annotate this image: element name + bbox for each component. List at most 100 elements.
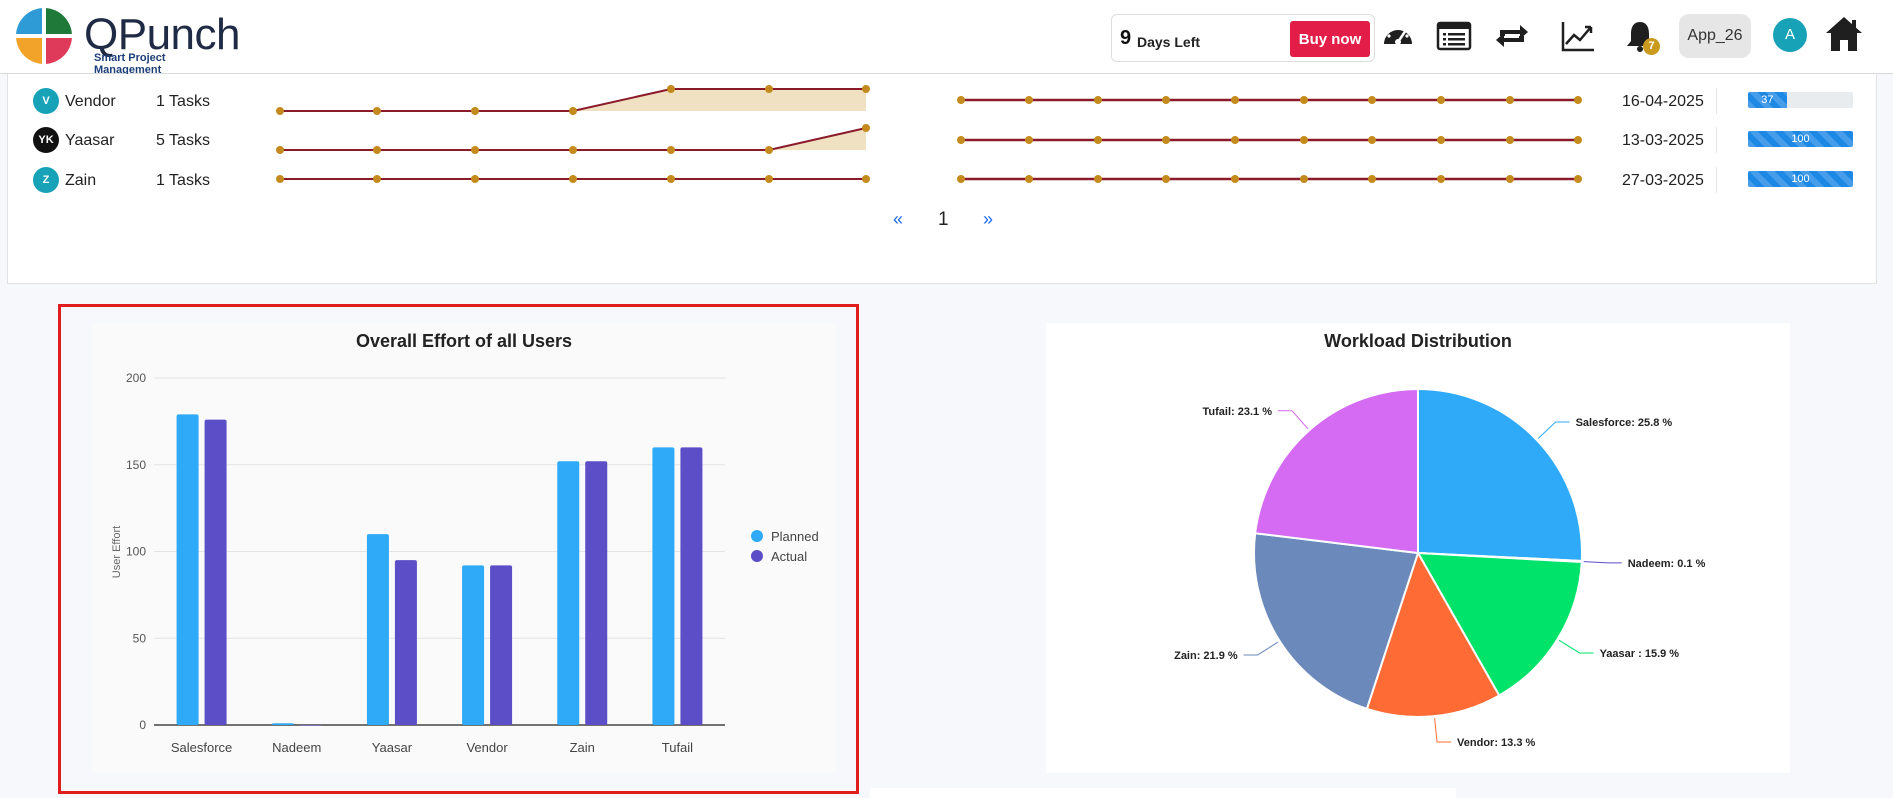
- bar-planned[interactable]: [557, 461, 580, 725]
- pie-label-connector: [1434, 718, 1452, 743]
- row-user-name[interactable]: Vendor: [65, 93, 116, 110]
- pagination-page-1[interactable]: 1: [938, 209, 949, 230]
- sparkline-point: [1506, 96, 1514, 104]
- bar-actual[interactable]: [680, 447, 703, 725]
- row-progress-fill: 37: [1748, 92, 1787, 108]
- trial-days-label: Days Left: [1137, 34, 1201, 50]
- pie-slice-label: Tufail: 23.1 %: [1203, 406, 1273, 418]
- pie-slice[interactable]: [1416, 551, 1583, 697]
- notification-count-badge: 7: [1643, 38, 1660, 55]
- pie-slice[interactable]: [1417, 387, 1583, 563]
- bar-planned[interactable]: [652, 447, 675, 725]
- pie-label-connector: [1278, 410, 1309, 430]
- row-task-count: 1 Tasks: [156, 172, 210, 189]
- home-icon[interactable]: [1824, 14, 1864, 54]
- sparkline-point: [765, 85, 773, 93]
- y-tick-label: 150: [126, 458, 146, 472]
- sparkline-point: [373, 107, 381, 115]
- sparkline-point: [862, 124, 870, 132]
- bar-actual[interactable]: [204, 419, 227, 725]
- sparkline-point: [1025, 175, 1033, 183]
- pagination-prev-link[interactable]: «: [893, 209, 904, 229]
- row-avatar: V: [33, 88, 59, 114]
- sparkline-point: [667, 146, 675, 154]
- row-user-name[interactable]: Yaasar: [65, 132, 115, 149]
- bar-planned[interactable]: [176, 414, 199, 725]
- sparkline-point: [1437, 136, 1445, 144]
- pie-slice-label: Yaasar : 15.9 %: [1600, 648, 1680, 660]
- trend-chart-icon[interactable]: [1560, 18, 1596, 54]
- bar-planned[interactable]: [366, 534, 389, 725]
- bar-planned[interactable]: [271, 723, 294, 725]
- bar-actual[interactable]: [394, 560, 417, 725]
- trial-status-box: 9 Days Left Buy now: [1111, 14, 1375, 62]
- sparkline-point: [373, 175, 381, 183]
- sparkline-point: [276, 107, 284, 115]
- workload-distribution-pie-chart: Salesforce: 25.8 % Nadeem: 0.1 % Yaasar : …: [1174, 387, 1706, 749]
- pie-label-connector: [1243, 641, 1279, 656]
- repeat-icon[interactable]: [1494, 18, 1530, 54]
- sparkline-point: [862, 85, 870, 93]
- legend-label[interactable]: Planned: [771, 529, 819, 544]
- user-avatar[interactable]: A: [1773, 18, 1807, 52]
- sparkline-point: [957, 96, 965, 104]
- sparkline-point: [1506, 175, 1514, 183]
- sparkline-point: [276, 146, 284, 154]
- row-progress-bar: 37: [1748, 92, 1853, 108]
- bar-planned[interactable]: [462, 565, 485, 725]
- list-icon[interactable]: [1436, 18, 1472, 54]
- x-tick-label: Zain: [570, 740, 595, 755]
- bar-actual[interactable]: [299, 725, 322, 726]
- sparkline-point: [1025, 136, 1033, 144]
- row-divider: [1716, 127, 1717, 153]
- y-tick-label: 200: [126, 371, 146, 385]
- sparkline-point: [1094, 96, 1102, 104]
- pie-label-connector: [1537, 421, 1570, 439]
- sparkline-point: [667, 175, 675, 183]
- legend-label[interactable]: Actual: [771, 549, 807, 564]
- sparkline-point: [1574, 175, 1582, 183]
- sparkline-point: [765, 146, 773, 154]
- sparkline-point: [471, 146, 479, 154]
- buy-now-button[interactable]: Buy now: [1290, 21, 1370, 57]
- sparkline-point: [471, 107, 479, 115]
- sparkline-point: [1231, 175, 1239, 183]
- sparkline-point: [862, 175, 870, 183]
- chart-title: Workload Distribution: [1324, 331, 1512, 351]
- y-tick-label: 0: [139, 718, 146, 732]
- dashboard-gauge-icon[interactable]: [1380, 18, 1416, 54]
- trial-days-count: 9: [1120, 27, 1132, 49]
- row-date: 16-04-2025: [1622, 93, 1704, 110]
- sparkline-point: [569, 175, 577, 183]
- sparkline-point: [1574, 96, 1582, 104]
- sparkline-point: [1162, 96, 1170, 104]
- sparkline-point: [1300, 136, 1308, 144]
- sparkline-point: [1437, 96, 1445, 104]
- task-row: YK Yaasar 5 Tasks 13-03-2025 100: [8, 123, 1878, 157]
- pie-label-connector: [1558, 639, 1594, 654]
- pie-slice[interactable]: [1254, 387, 1419, 555]
- task-row: Z Zain 1 Tasks 27-03-2025 100: [8, 163, 1878, 197]
- sparkline-point: [667, 85, 675, 93]
- sparkline-point: [1231, 136, 1239, 144]
- sparkline-point: [1094, 175, 1102, 183]
- qpunch-logo[interactable]: QPunch Smart Project Management: [14, 6, 240, 76]
- pagination-next-link[interactable]: »: [983, 209, 994, 229]
- sparkline-point: [1231, 96, 1239, 104]
- next-card-edge: [870, 788, 1456, 798]
- pie-slice[interactable]: [1365, 550, 1501, 718]
- bar-actual[interactable]: [490, 565, 513, 725]
- sparkline-point: [1368, 96, 1376, 104]
- sparkline-point: [1025, 96, 1033, 104]
- row-progress-fill: 100: [1748, 131, 1853, 147]
- app-name-button[interactable]: App_26: [1679, 14, 1751, 58]
- sparkline-point: [471, 175, 479, 183]
- bar-actual[interactable]: [585, 461, 608, 725]
- pie-slice[interactable]: [1253, 532, 1420, 711]
- x-tick-label: Vendor: [466, 740, 508, 755]
- row-user-name[interactable]: Zain: [65, 172, 97, 189]
- workload-distribution-chart-card: Workload Distribution Salesforce: 25.8 %…: [1046, 323, 1790, 773]
- pie-slice-label: Salesforce: 25.8 %: [1576, 417, 1673, 429]
- sparkline-point: [1094, 136, 1102, 144]
- sparkline-point: [1162, 175, 1170, 183]
